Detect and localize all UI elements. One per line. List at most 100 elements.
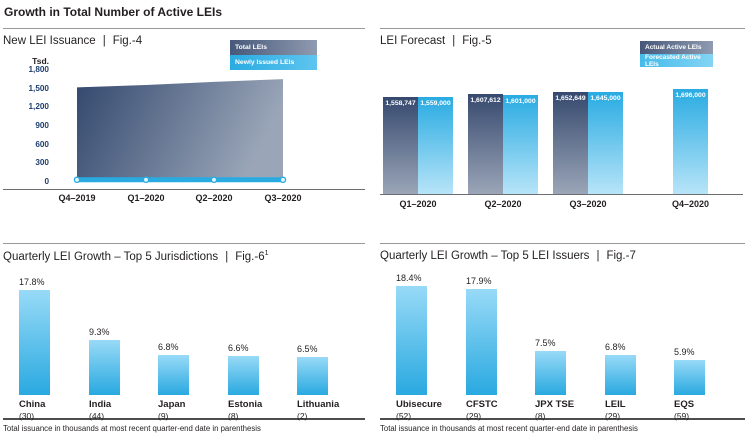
line-markers — [73, 176, 287, 184]
bar-value-label: 1,645,000 — [590, 95, 621, 102]
footnote-marker: 1 — [264, 250, 269, 257]
bar-value-label: 1,696,000 — [675, 92, 706, 99]
category-label: JPX TSE — [535, 399, 575, 410]
figure-5-lei-forecast: LEI Forecast | Fig.-5 Actual Active LEIs F… — [380, 28, 745, 241]
chart-title: Quarterly LEI Growth – Top 5 LEI Issuers… — [380, 250, 636, 262]
percent-label: 6.6% — [228, 343, 249, 353]
category-label: LEIL — [605, 399, 626, 410]
category-label: China — [19, 399, 46, 410]
issuance-label: (52) — [396, 411, 412, 421]
marker-dot — [142, 176, 150, 184]
area-chart-canvas — [73, 79, 287, 184]
bar-value-label: 1,601,000 — [505, 98, 536, 105]
forecast-bar: 1,645,000 — [588, 92, 623, 194]
percent-label: 5.9% — [674, 347, 695, 357]
x-axis-label: Q3–2020 — [569, 199, 607, 209]
y-tick-label: 0 — [44, 177, 49, 186]
marker-dot — [279, 176, 287, 184]
legend: Total LEIs Newly Issued LEIs — [230, 40, 317, 70]
category-label: India — [89, 399, 112, 410]
growth-bar — [19, 290, 50, 395]
forecast-bar: 1,601,000 — [503, 95, 538, 194]
marker-dot — [73, 176, 81, 184]
issuance-label: (44) — [89, 411, 105, 421]
forecast-bar: 1,559,000 — [418, 97, 453, 194]
bottom-rule — [380, 418, 745, 420]
bar-value-label: 1,652,649 — [555, 95, 586, 102]
pipe-separator: | — [596, 250, 600, 262]
figure-label: Fig.-6 — [235, 250, 265, 263]
percent-label: 18.4% — [396, 273, 422, 283]
forecast-bar: 1,696,000 — [673, 89, 708, 194]
chart-title: LEI Forecast | Fig.-5 — [380, 35, 492, 47]
bar-value-label: 1,558,747 — [385, 100, 416, 107]
percent-label: 6.8% — [605, 342, 626, 352]
x-axis-line — [3, 189, 365, 190]
pipe-separator: | — [452, 35, 456, 47]
figure-4-new-lei-issuance: New LEI Issuance | Fig.-4 Total LEIs Newly… — [3, 28, 365, 241]
percent-label: 17.9% — [466, 276, 492, 286]
pipe-separator: | — [225, 250, 229, 263]
x-axis-label: Q4–2019 — [58, 193, 96, 203]
x-axis-label: Q1–2020 — [399, 199, 437, 209]
x-axis-line — [380, 194, 743, 195]
category-label: Lithuania — [297, 399, 340, 410]
chart-title-text: New LEI Issuance — [3, 35, 96, 47]
growth-bar — [158, 355, 189, 395]
issuance-label: (8) — [228, 411, 239, 421]
issuance-label: (29) — [605, 411, 621, 421]
category-label: Ubisecure — [396, 399, 442, 410]
chart-title: Quarterly LEI Growth – Top 5 Jurisdictio… — [3, 250, 269, 263]
issuance-label: (8) — [535, 411, 546, 421]
y-tick-label: 1,800 — [28, 65, 50, 74]
x-axis-label: Q2–2020 — [484, 199, 522, 209]
x-axis-label: Q2–2020 — [195, 193, 233, 203]
legend-item-forecasted-active-leis: Forecasted Active LEIs — [640, 54, 713, 68]
percent-label: 6.5% — [297, 344, 318, 354]
growth-bar — [89, 340, 120, 395]
figure-label: Fig.-4 — [112, 35, 143, 47]
chart-title-text: Quarterly LEI Growth – Top 5 Jurisdictio… — [3, 250, 219, 263]
actual-bar: 1,652,649 — [553, 92, 588, 194]
x-axis-label: Q4–2020 — [671, 199, 710, 209]
legend-item-newly-issued-leis: Newly Issued LEIs — [230, 55, 317, 70]
issuance-label: (30) — [19, 411, 35, 421]
legend-item-actual-active-leis: Actual Active LEIs — [640, 41, 713, 54]
figure-6-top-5-jurisdictions: Quarterly LEI Growth – Top 5 Jurisdictio… — [3, 243, 365, 444]
percent-label: 9.3% — [89, 327, 110, 337]
issuance-label: (29) — [466, 411, 482, 421]
actual-bar: 1,607,612 — [468, 94, 503, 194]
x-axis-label: Q1–2020 — [127, 193, 165, 203]
chart-title-text: LEI Forecast — [380, 35, 446, 47]
figure-label: Fig.-5 — [462, 35, 492, 47]
percent-label: 17.8% — [19, 277, 45, 287]
growth-bar — [396, 286, 427, 395]
category-label: Japan — [158, 399, 186, 410]
percent-label: 6.8% — [158, 342, 179, 352]
footnote-text: Total issuance in thousands at most rece… — [3, 424, 261, 433]
category-label: CFSTC — [466, 399, 498, 410]
category-label: EQS — [674, 399, 695, 410]
category-label: Estonia — [228, 399, 263, 410]
bar-value-label: 1,559,000 — [420, 100, 451, 107]
growth-bar — [466, 289, 497, 395]
issuance-label: (2) — [297, 411, 308, 421]
percent-label: 7.5% — [535, 338, 556, 348]
growth-bar — [228, 356, 259, 395]
y-tick-label: 300 — [35, 158, 49, 168]
actual-bar: 1,558,747 — [383, 97, 418, 194]
page-title: Growth in Total Number of Active LEIs — [4, 5, 223, 19]
x-axis-label: Q3–2020 — [264, 193, 302, 203]
total-leis-area — [77, 79, 283, 182]
figure-7-top-5-lei-issuers: Quarterly LEI Growth – Top 5 LEI Issuers… — [380, 243, 745, 444]
chart-title-text: Quarterly LEI Growth – Top 5 LEI Issuers — [380, 250, 590, 262]
y-tick-label: 1,500 — [28, 83, 50, 93]
y-tick-label: 900 — [35, 121, 49, 130]
growth-bar — [605, 355, 636, 395]
growth-bar — [535, 351, 566, 395]
growth-bar — [674, 360, 705, 395]
y-tick-label: 600 — [35, 139, 49, 149]
footnote-text: Total issuance in thousands at most rece… — [380, 424, 638, 433]
marker-dot — [210, 176, 218, 184]
